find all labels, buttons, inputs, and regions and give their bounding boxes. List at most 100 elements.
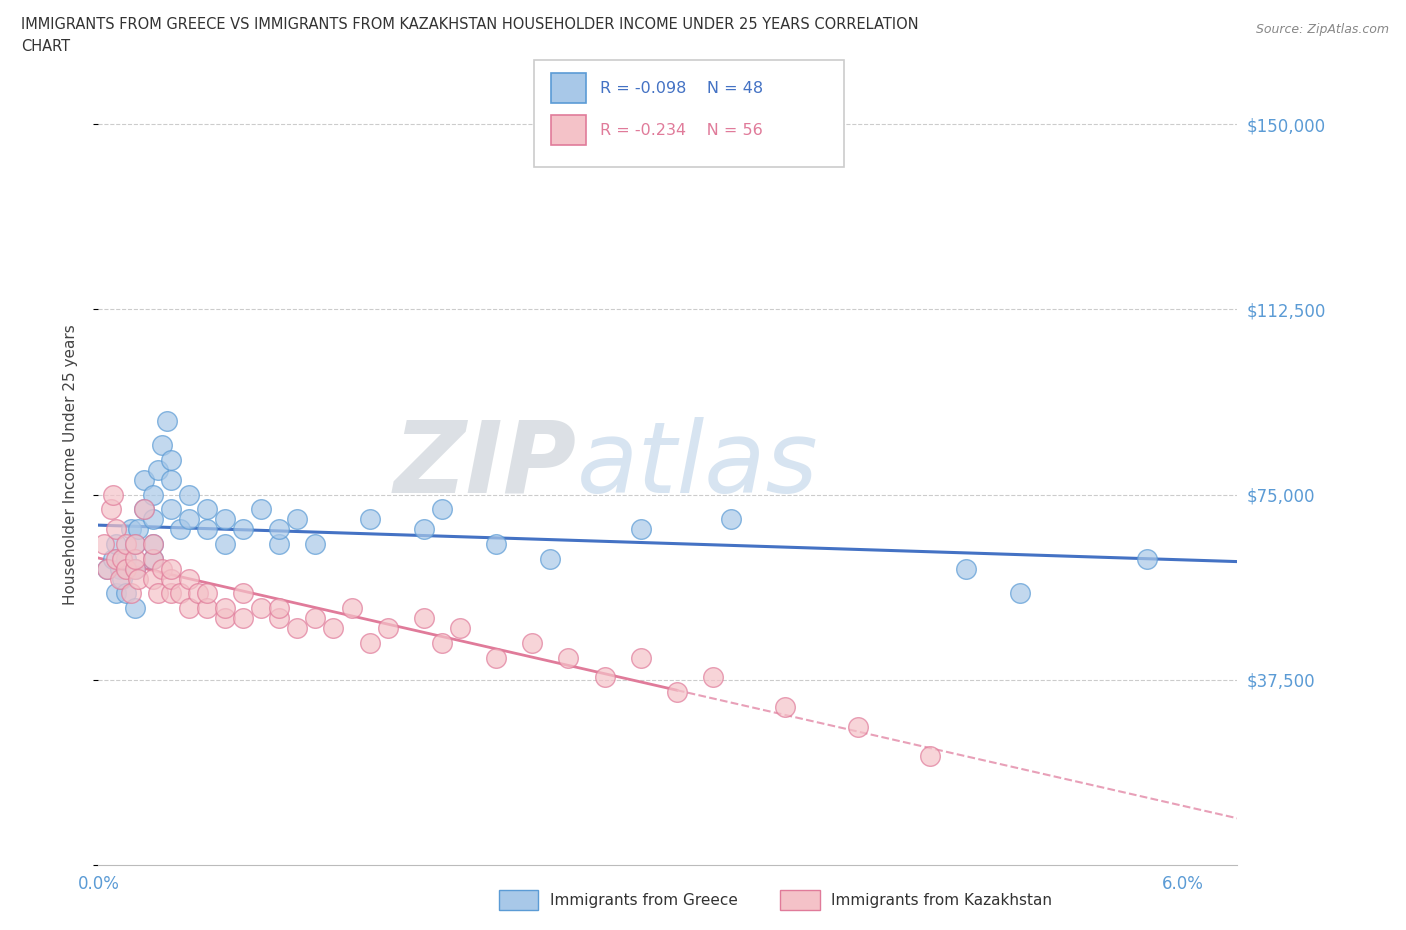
Point bbox=[846, 719, 869, 734]
Point bbox=[195, 522, 218, 537]
Point bbox=[114, 586, 136, 601]
Point bbox=[169, 586, 191, 601]
Point bbox=[111, 551, 134, 566]
Point bbox=[538, 551, 561, 566]
Point bbox=[250, 601, 273, 616]
Point bbox=[127, 571, 149, 586]
Point bbox=[593, 670, 616, 684]
Point bbox=[142, 512, 165, 526]
Text: IMMIGRANTS FROM GREECE VS IMMIGRANTS FROM KAZAKHSTAN HOUSEHOLDER INCOME UNDER 25: IMMIGRANTS FROM GREECE VS IMMIGRANTS FRO… bbox=[21, 17, 918, 32]
Point bbox=[142, 551, 165, 566]
Point bbox=[177, 487, 200, 502]
Point bbox=[159, 472, 181, 487]
Point bbox=[304, 537, 326, 551]
Point bbox=[485, 537, 508, 551]
Point bbox=[105, 586, 128, 601]
Point bbox=[214, 512, 236, 526]
Point bbox=[177, 601, 200, 616]
Point bbox=[304, 611, 326, 626]
Point bbox=[124, 561, 146, 576]
Text: Source: ZipAtlas.com: Source: ZipAtlas.com bbox=[1256, 23, 1389, 36]
Point bbox=[285, 620, 308, 635]
Point bbox=[101, 487, 124, 502]
Point bbox=[114, 551, 136, 566]
Point bbox=[377, 620, 399, 635]
Point bbox=[105, 537, 128, 551]
Point bbox=[114, 537, 136, 551]
Point bbox=[108, 561, 131, 576]
Point bbox=[430, 502, 453, 517]
Point bbox=[214, 537, 236, 551]
Point bbox=[485, 650, 508, 665]
Point bbox=[702, 670, 724, 684]
Text: Immigrants from Greece: Immigrants from Greece bbox=[550, 893, 738, 908]
Text: R = -0.098    N = 48: R = -0.098 N = 48 bbox=[600, 81, 763, 96]
Point bbox=[146, 586, 169, 601]
Point bbox=[169, 522, 191, 537]
Point bbox=[96, 561, 118, 576]
Point bbox=[232, 522, 254, 537]
Point bbox=[195, 586, 218, 601]
Point bbox=[100, 502, 122, 517]
Point bbox=[124, 561, 146, 576]
Point bbox=[93, 537, 115, 551]
Point bbox=[630, 650, 652, 665]
Point bbox=[269, 601, 291, 616]
Point bbox=[322, 620, 344, 635]
Point bbox=[159, 502, 181, 517]
Point bbox=[124, 537, 146, 551]
Point bbox=[214, 601, 236, 616]
Point bbox=[232, 586, 254, 601]
Point bbox=[150, 438, 173, 453]
Point bbox=[918, 749, 941, 764]
Text: CHART: CHART bbox=[21, 39, 70, 54]
Point bbox=[187, 586, 209, 601]
Text: ZIP: ZIP bbox=[394, 417, 576, 513]
Point bbox=[665, 684, 688, 699]
Point bbox=[111, 571, 134, 586]
Point bbox=[195, 502, 218, 517]
Point bbox=[214, 611, 236, 626]
Point bbox=[127, 522, 149, 537]
Point bbox=[124, 537, 146, 551]
Text: atlas: atlas bbox=[576, 417, 818, 513]
Point bbox=[232, 611, 254, 626]
Point bbox=[142, 551, 165, 566]
Point bbox=[955, 561, 977, 576]
Point bbox=[1136, 551, 1159, 566]
Point bbox=[105, 522, 128, 537]
Point bbox=[250, 502, 273, 517]
Point bbox=[159, 453, 181, 468]
Point bbox=[96, 561, 118, 576]
Point bbox=[142, 571, 165, 586]
Point bbox=[269, 611, 291, 626]
Point bbox=[124, 551, 146, 566]
Point bbox=[522, 635, 544, 650]
Text: R = -0.234    N = 56: R = -0.234 N = 56 bbox=[600, 123, 763, 138]
Point bbox=[159, 571, 181, 586]
Point bbox=[775, 699, 797, 714]
Point bbox=[142, 537, 165, 551]
Point bbox=[359, 635, 381, 650]
Point bbox=[101, 551, 124, 566]
Point bbox=[156, 413, 179, 428]
Point bbox=[142, 537, 165, 551]
Point bbox=[195, 601, 218, 616]
Point bbox=[132, 502, 155, 517]
Point bbox=[159, 561, 181, 576]
Point bbox=[285, 512, 308, 526]
Y-axis label: Householder Income Under 25 years: Householder Income Under 25 years bbox=[63, 325, 77, 605]
Point bbox=[359, 512, 381, 526]
Point bbox=[120, 522, 142, 537]
Text: Immigrants from Kazakhstan: Immigrants from Kazakhstan bbox=[831, 893, 1052, 908]
Point bbox=[1010, 586, 1032, 601]
Point bbox=[132, 472, 155, 487]
Point bbox=[146, 462, 169, 477]
Point bbox=[720, 512, 742, 526]
Point bbox=[269, 522, 291, 537]
Point bbox=[142, 487, 165, 502]
Point bbox=[412, 611, 434, 626]
Point bbox=[557, 650, 579, 665]
Point bbox=[114, 561, 136, 576]
Point bbox=[177, 512, 200, 526]
